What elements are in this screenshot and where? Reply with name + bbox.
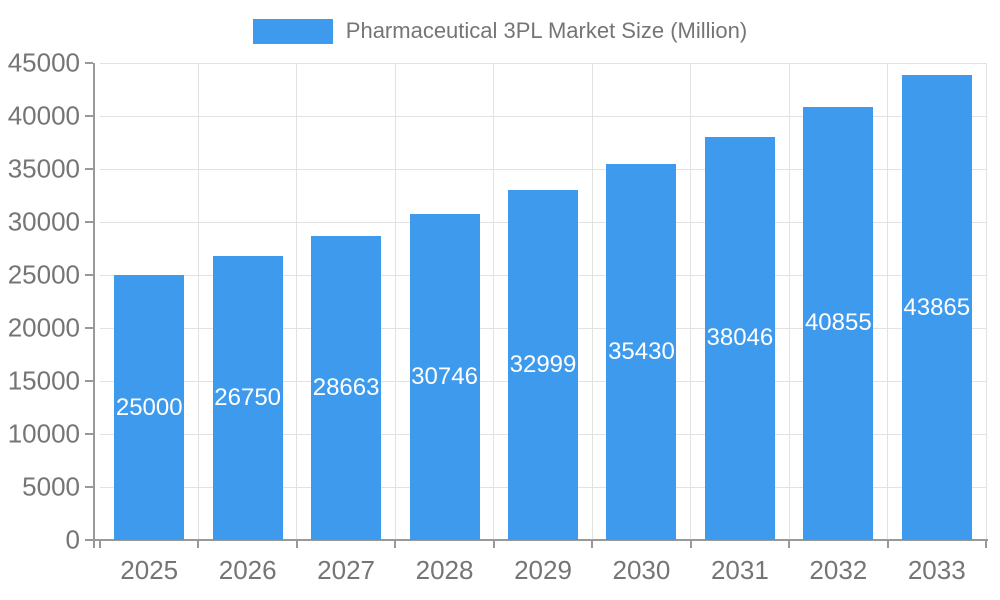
x-axis-tick xyxy=(492,540,495,548)
bar-value-label: 30746 xyxy=(411,363,478,391)
x-axis-label: 2032 xyxy=(809,555,868,585)
y-axis-tick xyxy=(85,115,93,117)
x-axis-label: 2025 xyxy=(120,555,179,585)
bar-value-label: 38046 xyxy=(706,324,774,352)
y-axis-label: 5000 xyxy=(22,471,80,502)
bar[interactable]: 38046 xyxy=(704,136,775,540)
y-axis-label: 25000 xyxy=(7,259,80,290)
x-axis-label: 2030 xyxy=(612,555,671,585)
x-axis-tick xyxy=(197,540,200,548)
x-gridline xyxy=(690,63,692,540)
bar[interactable]: 26750 xyxy=(212,256,283,540)
bar[interactable]: 30746 xyxy=(409,214,480,540)
x-gridline xyxy=(394,63,396,540)
y-axis-label: 0 xyxy=(65,524,80,555)
legend-label: Pharmaceutical 3PL Market Size (Million) xyxy=(345,18,748,43)
bar-value-label: 43865 xyxy=(903,293,971,321)
plot-area: 0 5000 10000 15000 20000 25000 30000 35000 40000… xyxy=(8,48,988,585)
x-axis-label: 2031 xyxy=(710,555,769,585)
x-gridline xyxy=(591,63,593,540)
y-gridline xyxy=(100,168,986,170)
y-axis-tick xyxy=(85,380,93,382)
bar[interactable]: 32999 xyxy=(508,190,578,540)
bar[interactable]: 35430 xyxy=(606,164,677,540)
x-gridline xyxy=(985,63,987,540)
bar-value-label: 26750 xyxy=(214,384,282,412)
x-axis-tick xyxy=(985,540,987,548)
x-axis-tick xyxy=(886,540,889,548)
y-axis-tick xyxy=(85,168,93,170)
y-gridline xyxy=(100,115,986,117)
bar-value-label: 25000 xyxy=(115,393,183,421)
y-axis-tick xyxy=(85,539,93,541)
x-axis-tick xyxy=(394,540,397,548)
y-axis-label: 10000 xyxy=(7,418,80,449)
bar[interactable]: 25000 xyxy=(114,275,185,540)
y-axis-tick xyxy=(85,486,93,488)
x-axis-tick xyxy=(591,540,594,548)
x-axis-label: 2028 xyxy=(415,555,474,585)
y-gridline xyxy=(100,62,986,64)
y-axis-tick xyxy=(85,274,93,276)
bar[interactable]: 40855 xyxy=(803,106,874,540)
x-axis-tick xyxy=(99,540,101,548)
y-axis-label: 45000 xyxy=(7,47,80,78)
bar-value-label: 35430 xyxy=(608,338,675,366)
y-axis-line xyxy=(93,63,95,548)
y-axis-label: 35000 xyxy=(7,153,80,184)
bar[interactable]: 28663 xyxy=(311,236,382,540)
legend-swatch-icon xyxy=(252,18,333,44)
x-gridline xyxy=(493,63,495,540)
y-axis-label: 15000 xyxy=(7,365,80,396)
x-axis-label: 2026 xyxy=(218,555,277,585)
x-axis-line xyxy=(85,539,988,541)
x-gridline xyxy=(296,63,298,540)
x-gridline xyxy=(788,63,790,540)
x-gridline xyxy=(887,63,889,540)
y-axis-label: 20000 xyxy=(7,312,80,343)
y-axis-tick xyxy=(85,221,93,223)
bar-value-label: 40855 xyxy=(804,309,872,337)
bar[interactable]: 43865 xyxy=(901,75,972,540)
chart-legend[interactable]: Pharmaceutical 3PL Market Size (Million) xyxy=(0,18,1000,44)
x-axis-label: 2033 xyxy=(907,555,966,585)
y-axis-tick xyxy=(85,62,93,64)
y-axis-label: 40000 xyxy=(7,100,80,131)
bar-value-label: 32999 xyxy=(509,351,577,379)
x-gridline xyxy=(197,63,199,540)
x-axis-label: 2029 xyxy=(514,555,572,585)
x-axis-tick xyxy=(295,540,298,548)
y-axis-tick xyxy=(85,433,93,435)
x-axis-tick xyxy=(689,540,692,548)
x-axis-tick xyxy=(788,540,791,548)
x-axis-label: 2027 xyxy=(317,555,376,585)
y-axis-tick xyxy=(85,327,93,329)
y-axis-label: 30000 xyxy=(7,206,80,237)
bar-value-label: 28663 xyxy=(312,374,380,402)
